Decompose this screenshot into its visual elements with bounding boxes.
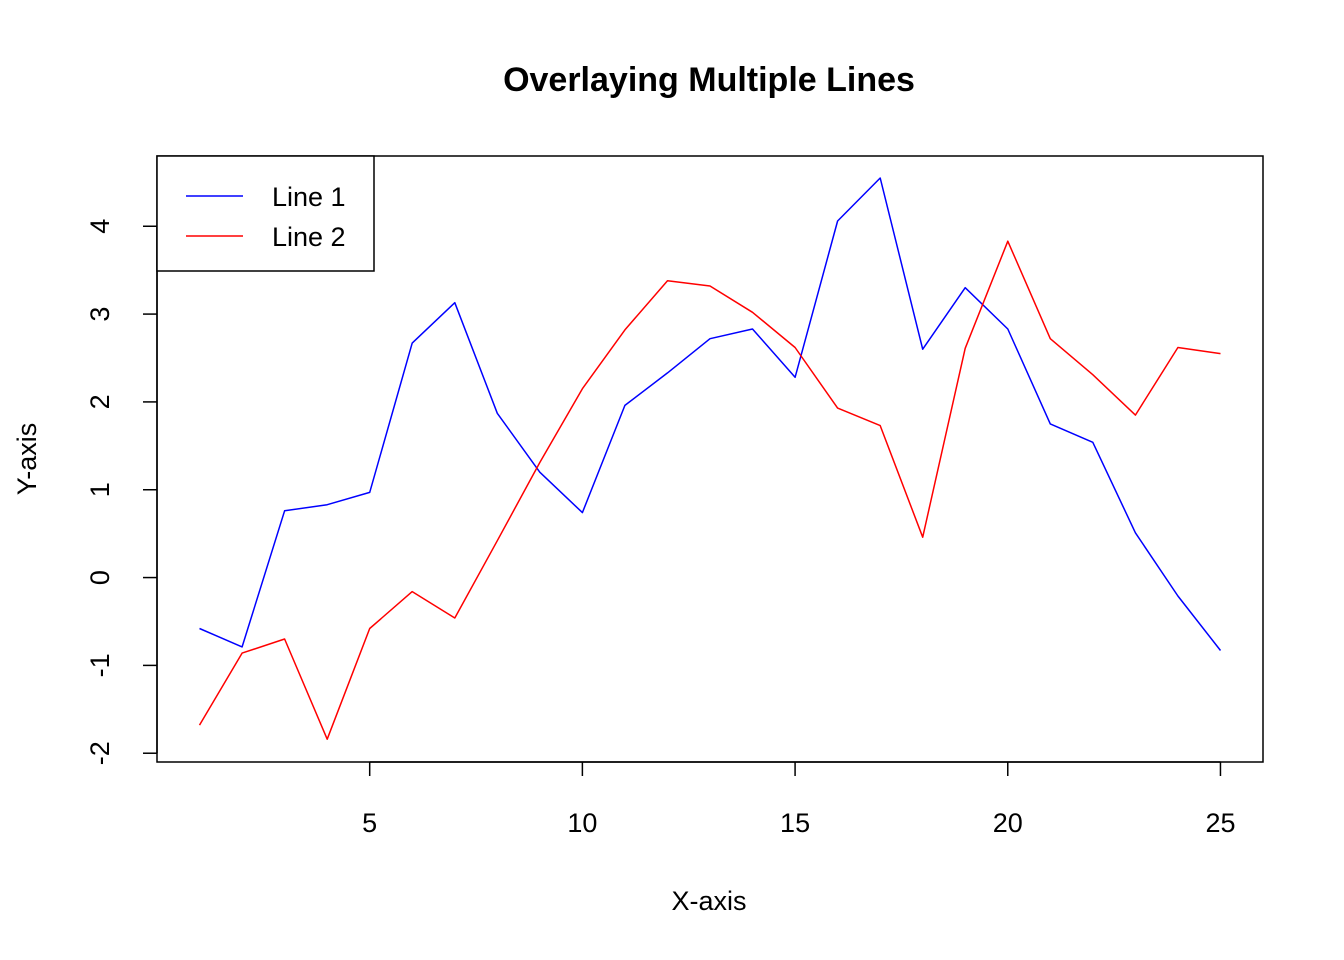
x-tick-label: 5: [362, 808, 377, 838]
series-line-2: [198, 240, 1221, 740]
x-axis-label: X-axis: [671, 886, 746, 916]
x-tick-label: 15: [780, 808, 810, 838]
y-tick-label: 2: [85, 394, 115, 409]
legend-label-line-1: Line 1: [272, 182, 346, 212]
y-tick-label: 1: [85, 482, 115, 497]
x-tick-label: 10: [567, 808, 597, 838]
y-tick-label: -1: [85, 653, 115, 677]
chart-title: Overlaying Multiple Lines: [503, 61, 915, 99]
x-tick-label: 25: [1205, 808, 1235, 838]
y-tick-label: 3: [85, 307, 115, 322]
y-axis: -2 -1 0 1 2 3 4: [85, 219, 158, 765]
legend-box: [156, 155, 375, 272]
legend-label-line-2: Line 2: [272, 222, 346, 252]
x-axis: 5 10 15 20 25: [362, 761, 1235, 838]
legend: Line 1 Line 2: [156, 155, 375, 272]
y-tick-label: -2: [85, 741, 115, 765]
y-axis-label: Y-axis: [12, 423, 42, 496]
series-layer: [198, 177, 1222, 740]
x-tick-label: 20: [993, 808, 1023, 838]
y-tick-label: 0: [85, 570, 115, 585]
series-line-1: [199, 177, 1222, 651]
y-tick-label: 4: [85, 219, 115, 234]
